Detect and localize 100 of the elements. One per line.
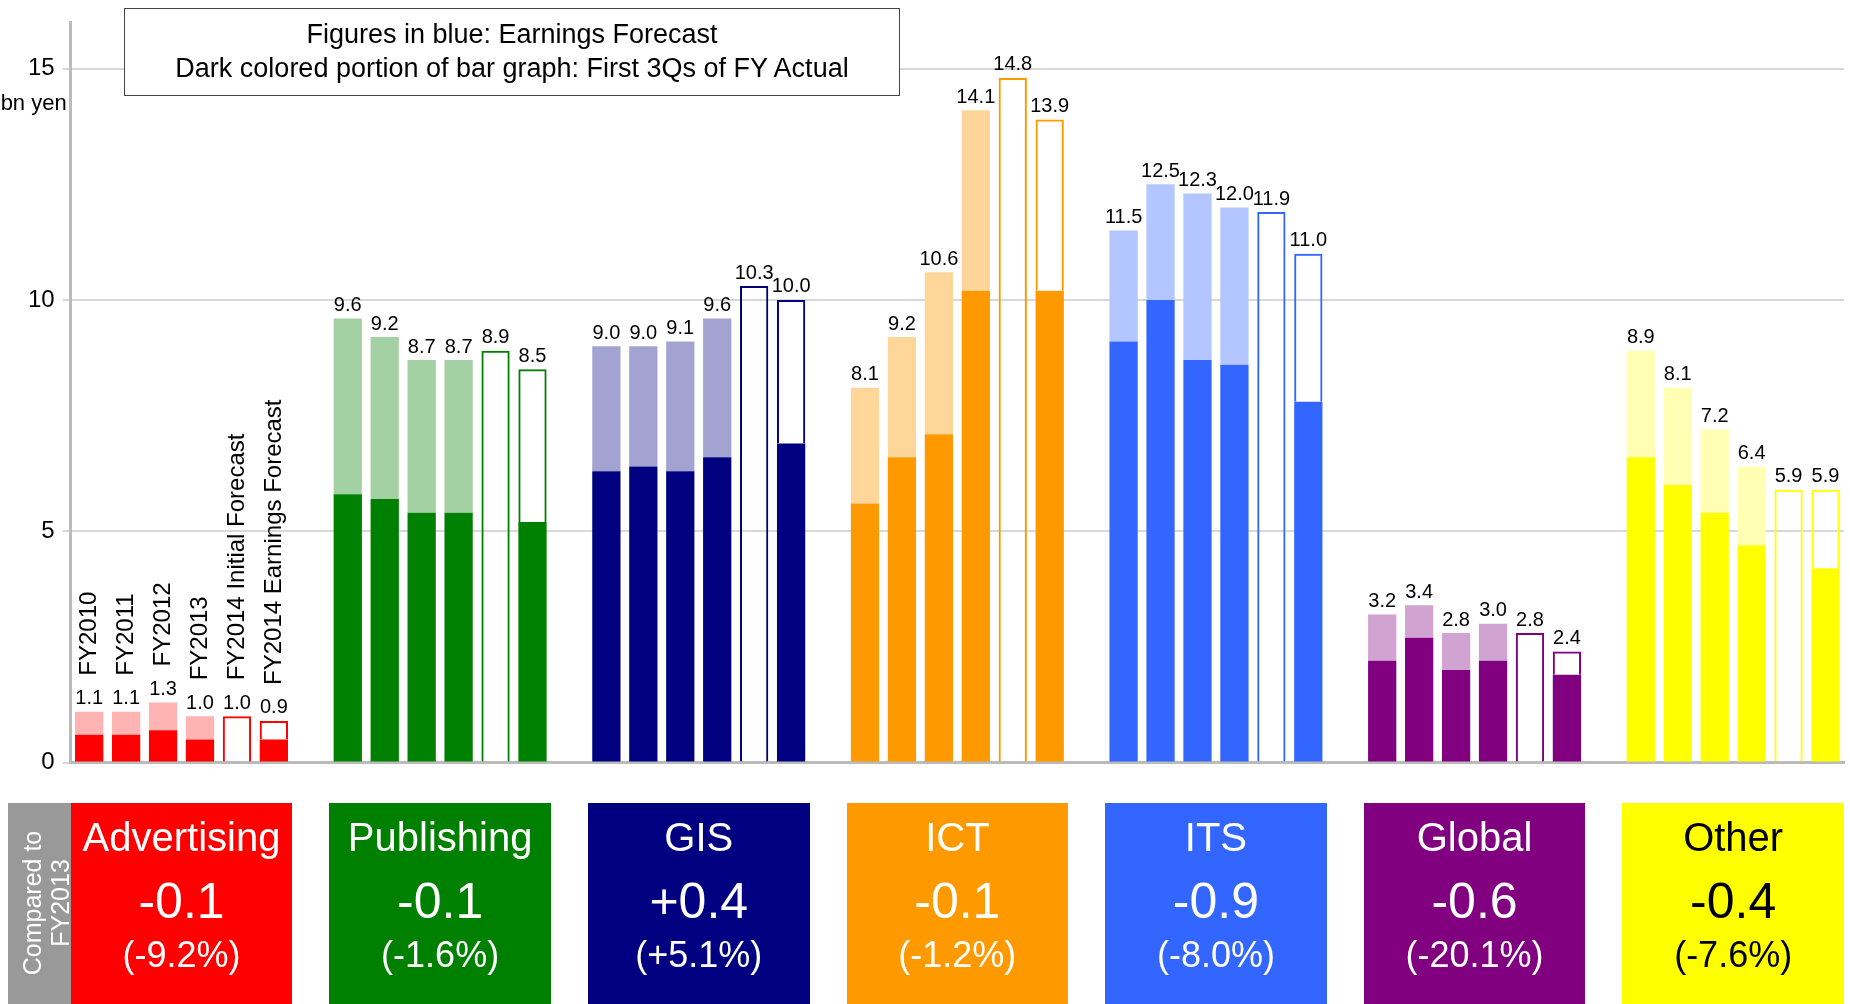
bar [887, 336, 917, 458]
bar [1220, 207, 1249, 365]
bar [666, 471, 695, 762]
total-label: 8.1 [1663, 362, 1692, 385]
bar [1441, 633, 1471, 671]
text: +0.4 [648, 872, 750, 930]
total-label: 3.2 [1368, 589, 1397, 612]
bar [592, 346, 621, 472]
bar [924, 434, 954, 762]
total-label: 14.1 [956, 84, 996, 107]
y-tick-label: 10 [27, 284, 55, 312]
bar [1405, 605, 1434, 638]
total-label: 9.0 [629, 320, 658, 343]
bar [592, 471, 621, 762]
bar [444, 512, 473, 762]
total-label: 2.8 [1516, 607, 1544, 630]
bar [185, 716, 215, 740]
total-label: 9.6 [703, 293, 732, 315]
bar [407, 360, 436, 513]
text: (-7.6%) [1673, 934, 1794, 976]
y-tick-label: 15 [27, 53, 55, 81]
total-label: 3.0 [1479, 598, 1507, 621]
bar [629, 346, 658, 467]
note-box: Figures in blue: Earnings Forecast Dark colored portion of bar graph: First 3Qs of FY Actual [124, 8, 900, 96]
bar [850, 503, 880, 762]
total-label: 8.7 [444, 334, 473, 357]
bar [1478, 623, 1508, 661]
bar [703, 457, 732, 762]
bar [1478, 660, 1508, 762]
total-label: 9.6 [333, 293, 362, 315]
text: (-20.1%) [1404, 934, 1545, 976]
bar [1146, 184, 1175, 300]
total-label: 1.1 [112, 686, 141, 709]
x-tick-label: FY2013 [184, 596, 212, 681]
bar [333, 494, 362, 762]
bar [703, 318, 732, 458]
text: GIS [663, 815, 735, 860]
total-label: 1.3 [149, 676, 177, 699]
bar [1405, 637, 1434, 762]
bar [1183, 360, 1212, 762]
y-tick-label: 5 [41, 515, 55, 543]
total-label: 7.2 [1700, 404, 1729, 427]
bar [333, 318, 362, 495]
x-tick-label: FY2014 Earnings Forecast [258, 399, 286, 685]
bar [887, 457, 917, 762]
total-label: 11.5 [1104, 205, 1143, 228]
total-label: 11.0 [1289, 228, 1328, 251]
text: Publishing [346, 815, 534, 860]
bar [1368, 660, 1397, 762]
bar [1146, 299, 1175, 762]
total-label: 12.5 [1141, 158, 1181, 181]
x-tick-label: FY2014 Initial Forecast [221, 433, 249, 681]
annotation: Figures in blue: Earnings Forecast [305, 18, 719, 51]
bar [370, 498, 399, 762]
bar [1626, 350, 1655, 458]
bar [148, 730, 178, 762]
text: -0.1 [913, 872, 1002, 930]
bar [1220, 364, 1249, 762]
annotation: Dark colored portion of bar graph: First 3Qs of FY Actual [174, 52, 850, 85]
bar [75, 734, 104, 762]
total-label: 6.4 [1737, 441, 1766, 464]
text: Advertising [81, 815, 282, 860]
text: ICT [924, 815, 991, 860]
total-label: 2.8 [1442, 607, 1470, 630]
text: (-8.0%) [1155, 934, 1276, 976]
bar [850, 387, 880, 504]
bar [1700, 512, 1729, 762]
text: -0.9 [1171, 872, 1260, 930]
bar [1441, 670, 1471, 762]
total-label: 9.1 [666, 316, 695, 339]
total-label: 2.4 [1553, 626, 1581, 649]
x-tick-label: FY2011 [110, 593, 138, 676]
bar [1368, 614, 1397, 661]
bar [961, 290, 990, 762]
y-axis-title: bn yen [0, 89, 67, 115]
text: (-9.2%) [122, 934, 241, 975]
bar [1663, 485, 1692, 762]
total-label: 9.0 [592, 320, 621, 343]
bar [924, 272, 954, 435]
text: (-1.2%) [897, 934, 1018, 976]
total-label: 0.9 [259, 695, 288, 718]
x-tick-label: FY2010 [73, 591, 101, 676]
total-label: 13.9 [1030, 94, 1070, 117]
total-label: 14.8 [993, 52, 1033, 75]
bar [666, 341, 695, 472]
text: (-1.6%) [380, 934, 501, 976]
bar [75, 711, 104, 735]
bar [148, 702, 178, 731]
text: -0.4 [1689, 872, 1778, 930]
bar [1109, 230, 1138, 342]
total-label: 8.9 [1626, 325, 1655, 348]
text: -0.6 [1430, 872, 1519, 930]
total-label: 8.9 [481, 325, 510, 348]
text: Compared to FY2013 [18, 829, 74, 978]
bar [185, 739, 215, 762]
bar [1737, 545, 1766, 762]
total-label: 11.9 [1252, 186, 1291, 209]
total-label: 10.6 [919, 246, 959, 269]
total-label: 1.0 [186, 690, 214, 713]
total-label: 9.2 [888, 311, 916, 334]
